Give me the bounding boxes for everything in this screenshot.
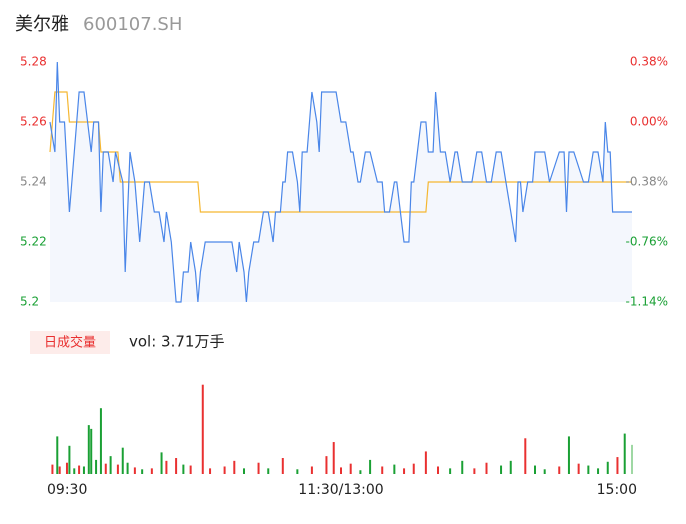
volume-bar [126,462,129,474]
x-tick-label: 11:30/13:00 [298,482,383,498]
volume-bar [73,468,76,474]
volume-bar [616,457,619,474]
volume-bar [509,460,512,474]
volume-bar [78,465,81,474]
volume-bar [51,464,54,474]
stock-code: 600107.SH [83,14,182,35]
volume-bar [449,468,452,474]
y-tick-label: 5.2 [20,295,39,309]
volume-bar [257,462,260,474]
volume-bar [175,458,178,474]
volume-bar [606,461,609,474]
volume-bar [201,384,204,474]
volume-bar [243,468,245,474]
volume-bar [65,462,68,474]
volume-bar [165,460,168,474]
y2-tick-label: -1.14% [626,295,668,309]
x-tick-label: 15:00 [597,482,637,498]
y-tick-label: 5.22 [20,235,47,249]
volume-bar [412,463,415,474]
volume-bar [90,428,93,474]
volume-bar [209,468,212,474]
volume-bar [233,460,236,474]
volume-bar [87,425,90,474]
volume-bar [141,469,144,474]
volume-bar [381,466,384,474]
y2-tick-label: -0.76% [626,235,668,249]
volume-bar [267,468,270,474]
volume-bar [332,442,335,474]
volume-bar [524,438,527,474]
volume-bar [325,456,328,474]
volume-bar [82,466,85,474]
volume-badge [30,331,110,354]
y2-tick-label: -0.38% [626,175,668,189]
volume-bar [99,408,102,474]
volume-bar [58,466,61,474]
volume-bar [543,469,546,474]
volume-bar [597,468,600,474]
average-line [49,91,632,213]
volume-total: vol: 3.71万手 [129,333,224,351]
volume-bar [68,445,71,474]
volume-bar [223,466,226,474]
volume-bar [424,451,427,474]
volume-bar [403,468,406,474]
volume-bar [160,452,163,474]
volume-bar [500,465,503,474]
volume-bar [577,463,580,474]
volume-bar [623,433,626,474]
volume-bar [567,436,570,474]
x-tick-label: 09:30 [47,482,87,498]
volume-bar [56,436,59,474]
volume-bar [95,459,98,474]
y2-tick-label: 0.00% [630,115,668,129]
volume-title: 日成交量 [44,335,96,351]
price-area [50,62,632,302]
volume-bar [359,470,362,474]
volume-bar [485,462,488,474]
volume-bar [109,456,112,474]
y2-tick-label: 0.38% [630,55,668,69]
volume-bar [437,466,439,474]
volume-bar [631,444,633,474]
y-tick-label: 5.28 [20,55,47,69]
volume-bar [133,467,136,474]
volume-bar [340,467,342,474]
volume-bar [281,458,284,474]
volume-bar [121,447,124,474]
volume-bar [461,460,464,474]
volume-bar [150,468,153,474]
y-tick-label: 5.26 [20,115,47,129]
volume-bar [310,466,313,474]
volume-bar [473,468,476,474]
volume-bar [534,465,536,474]
volume-bar [104,463,107,474]
volume-bar [296,469,299,474]
stock-name: 美尔雅 [15,14,69,35]
volume-bar [558,466,561,474]
volume-bar [189,465,192,474]
volume-bar [369,459,372,474]
volume-bar [587,465,590,474]
y-tick-label: 5.24 [20,175,47,189]
volume-bar [349,463,352,474]
volume-bar [116,464,119,474]
volume-bar [182,464,185,474]
volume-bar [393,464,396,474]
price-line [49,61,632,303]
